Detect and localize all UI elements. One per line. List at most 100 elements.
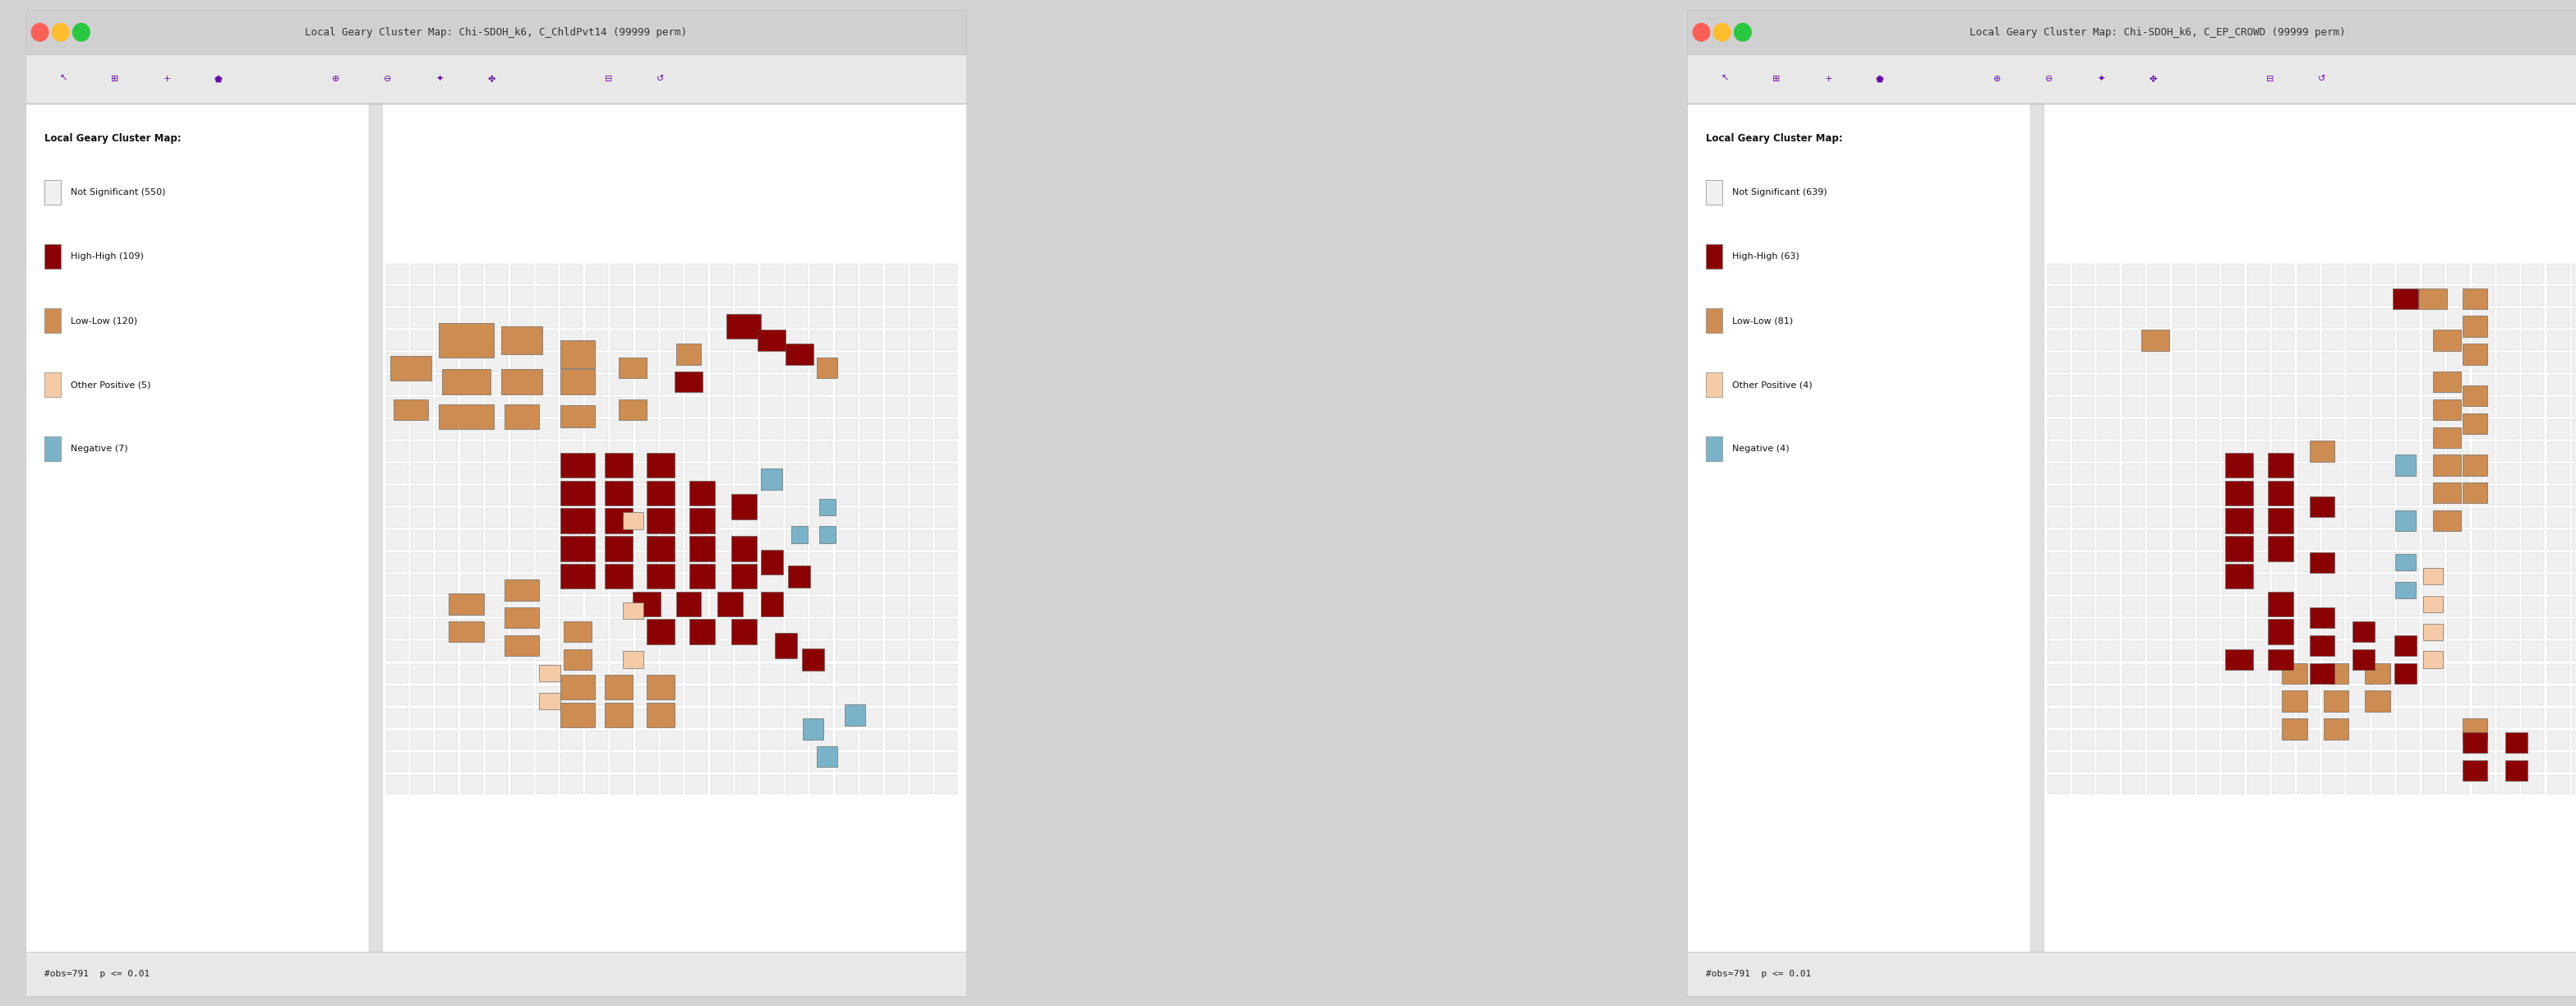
Bar bbox=[2496, 486, 2519, 505]
Bar bbox=[2324, 718, 2349, 739]
Bar bbox=[835, 574, 858, 595]
Bar bbox=[636, 552, 657, 572]
Bar bbox=[510, 486, 533, 505]
Bar bbox=[2172, 552, 2195, 572]
Bar bbox=[935, 598, 958, 617]
Bar bbox=[2097, 308, 2120, 328]
Bar bbox=[737, 375, 757, 394]
Bar bbox=[585, 664, 608, 683]
Bar bbox=[2421, 530, 2445, 550]
Bar bbox=[2226, 481, 2254, 505]
Bar bbox=[711, 775, 732, 794]
Bar bbox=[2226, 508, 2254, 533]
Bar bbox=[2522, 552, 2545, 572]
Bar bbox=[909, 442, 933, 461]
Bar bbox=[2473, 508, 2494, 528]
Bar bbox=[487, 486, 507, 505]
Bar bbox=[685, 598, 708, 617]
Bar bbox=[2571, 642, 2576, 661]
Bar bbox=[435, 642, 459, 661]
Bar bbox=[737, 286, 757, 306]
Text: Other Positive (4): Other Positive (4) bbox=[1731, 380, 1811, 388]
Bar bbox=[2148, 308, 2169, 328]
Bar bbox=[786, 344, 814, 364]
Bar bbox=[2571, 308, 2576, 328]
Bar bbox=[685, 642, 708, 661]
Bar bbox=[2365, 691, 2391, 711]
Bar bbox=[737, 308, 757, 328]
Bar bbox=[487, 397, 507, 416]
Bar bbox=[2447, 552, 2470, 572]
Bar bbox=[935, 331, 958, 350]
Bar bbox=[2347, 686, 2370, 705]
Text: ⊞: ⊞ bbox=[111, 75, 118, 83]
Bar bbox=[935, 442, 958, 461]
Bar bbox=[909, 308, 933, 328]
Bar bbox=[2424, 596, 2442, 613]
Bar bbox=[386, 508, 407, 528]
Bar bbox=[2123, 574, 2143, 595]
Bar bbox=[505, 635, 538, 656]
Bar bbox=[2393, 288, 2419, 309]
Bar bbox=[685, 508, 708, 528]
Bar bbox=[562, 486, 582, 505]
Bar bbox=[860, 442, 884, 461]
Bar bbox=[410, 686, 433, 705]
Bar bbox=[536, 353, 559, 372]
Bar bbox=[2398, 574, 2419, 595]
Bar bbox=[2473, 308, 2494, 328]
Bar bbox=[788, 565, 811, 588]
Bar bbox=[562, 708, 582, 727]
Bar bbox=[2398, 708, 2419, 727]
Bar bbox=[726, 314, 762, 339]
Bar bbox=[2321, 552, 2344, 572]
Text: Negative (4): Negative (4) bbox=[1731, 445, 1790, 453]
Bar bbox=[2148, 664, 2169, 683]
Bar bbox=[647, 508, 675, 533]
Circle shape bbox=[31, 23, 49, 41]
Bar bbox=[2447, 420, 2470, 439]
Bar bbox=[559, 340, 595, 368]
Bar bbox=[536, 286, 559, 306]
Bar bbox=[2223, 620, 2244, 639]
Bar bbox=[386, 286, 407, 306]
Bar bbox=[2421, 775, 2445, 794]
Bar bbox=[811, 308, 832, 328]
Bar bbox=[760, 442, 783, 461]
Bar bbox=[634, 592, 659, 617]
Bar bbox=[2421, 308, 2445, 328]
Bar bbox=[2223, 308, 2244, 328]
Bar bbox=[2123, 686, 2143, 705]
Bar bbox=[2172, 530, 2195, 550]
Bar bbox=[786, 486, 809, 505]
Bar bbox=[500, 326, 544, 354]
Bar bbox=[623, 603, 644, 620]
Bar bbox=[2473, 375, 2494, 394]
Bar bbox=[410, 598, 433, 617]
Bar bbox=[811, 664, 832, 683]
Bar bbox=[2347, 464, 2370, 483]
Bar bbox=[786, 508, 809, 528]
Bar bbox=[835, 664, 858, 683]
FancyBboxPatch shape bbox=[1705, 308, 1723, 333]
Bar bbox=[562, 552, 582, 572]
Bar bbox=[909, 264, 933, 284]
Bar bbox=[835, 353, 858, 372]
Bar bbox=[2398, 353, 2419, 372]
Bar bbox=[909, 375, 933, 394]
Bar bbox=[886, 752, 907, 772]
Bar bbox=[2071, 486, 2094, 505]
Bar bbox=[2048, 264, 2069, 284]
Bar bbox=[2473, 264, 2494, 284]
Bar bbox=[659, 664, 683, 683]
Bar bbox=[2398, 664, 2419, 683]
Bar bbox=[690, 536, 714, 561]
Bar bbox=[2267, 649, 2293, 670]
Bar bbox=[2197, 375, 2221, 394]
Bar bbox=[737, 552, 757, 572]
Bar bbox=[909, 775, 933, 794]
Bar bbox=[786, 598, 809, 617]
Bar bbox=[685, 664, 708, 683]
Bar bbox=[2396, 510, 2416, 531]
Bar bbox=[2347, 552, 2370, 572]
